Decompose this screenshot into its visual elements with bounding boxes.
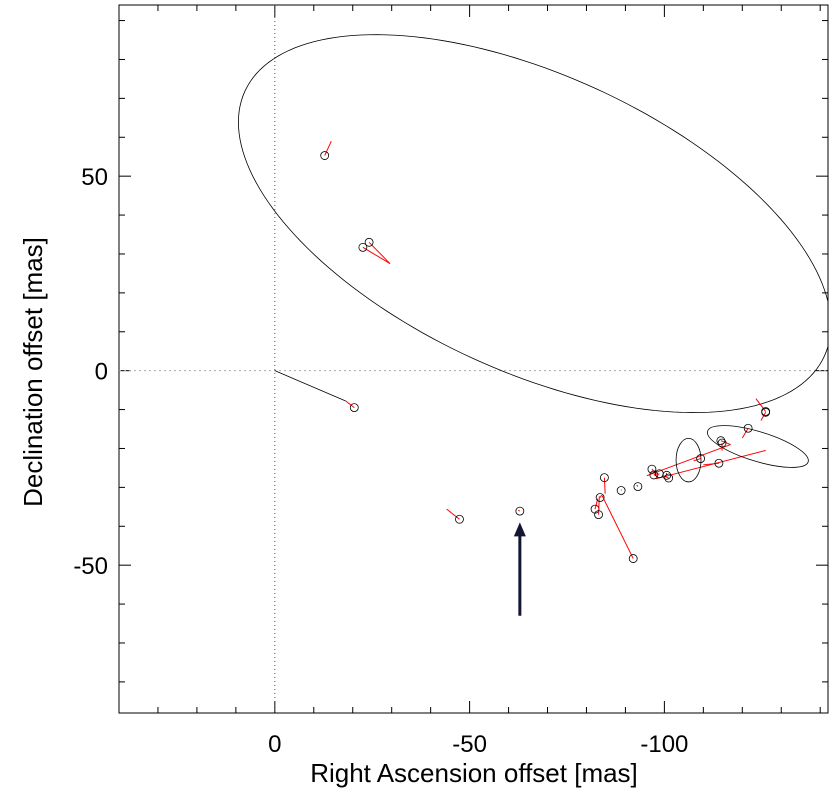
axis-ticks [118, 5, 828, 713]
residual-line [655, 449, 766, 480]
observation-point [320, 151, 330, 160]
residual-line [755, 398, 767, 412]
residual-line [636, 484, 639, 487]
observation-point [599, 473, 609, 483]
x-tick-label: -100 [640, 731, 688, 758]
x-tick-label: -50 [452, 731, 487, 758]
residual-line [601, 495, 634, 559]
observation-point [696, 454, 706, 463]
residual-line [703, 462, 719, 466]
residual-line [663, 475, 669, 479]
observations-layer [320, 140, 809, 563]
observation-point [743, 423, 753, 433]
observation-point [595, 493, 605, 502]
observation-point [594, 510, 603, 520]
residual-line [598, 496, 600, 515]
observation-point [633, 482, 643, 491]
observation-point [515, 506, 525, 516]
observation-point [717, 438, 727, 448]
residual-line [446, 508, 460, 520]
observation-point [664, 473, 674, 483]
residual-line [646, 444, 731, 477]
x-tick-label: 0 [268, 731, 281, 758]
periastron-line [274, 370, 346, 402]
observation-point [358, 242, 368, 252]
residual-line [368, 241, 391, 264]
residual-line [741, 427, 749, 439]
residual-line [518, 509, 521, 512]
orbit-line [238, 34, 828, 413]
error-ellipse [707, 425, 809, 468]
observation-point [647, 464, 657, 474]
residual-line [345, 400, 355, 409]
residual-line [760, 412, 767, 421]
y-tick-label: 0 [95, 359, 108, 386]
residual-line [599, 494, 603, 498]
observation-point [455, 514, 464, 524]
residual-line [362, 246, 391, 265]
y-axis-title: Declination offset [mas] [18, 237, 48, 507]
reference-lines [119, 5, 828, 713]
observation-point [616, 486, 626, 495]
residual-line [324, 140, 332, 156]
observation-point [761, 407, 771, 417]
observation-point [349, 403, 359, 413]
residual-line [603, 477, 606, 494]
tick-labels: 0 -50 -100 50 0 -50 [73, 164, 688, 758]
annotation-arrow [513, 522, 526, 616]
plot-frame [118, 4, 829, 714]
observation-point [716, 436, 726, 446]
observation-point [714, 458, 724, 468]
observation-point [649, 470, 659, 480]
arrow-head [513, 522, 526, 537]
y-tick-label: 50 [81, 164, 108, 191]
observation-point [662, 470, 672, 480]
observation-point [628, 554, 638, 563]
y-tick-label: -50 [73, 553, 108, 580]
error-ellipse [675, 437, 702, 483]
orbit-layer [238, 34, 828, 413]
x-axis-title: Right Ascension offset [mas] [310, 758, 638, 788]
observation-point [364, 237, 374, 247]
